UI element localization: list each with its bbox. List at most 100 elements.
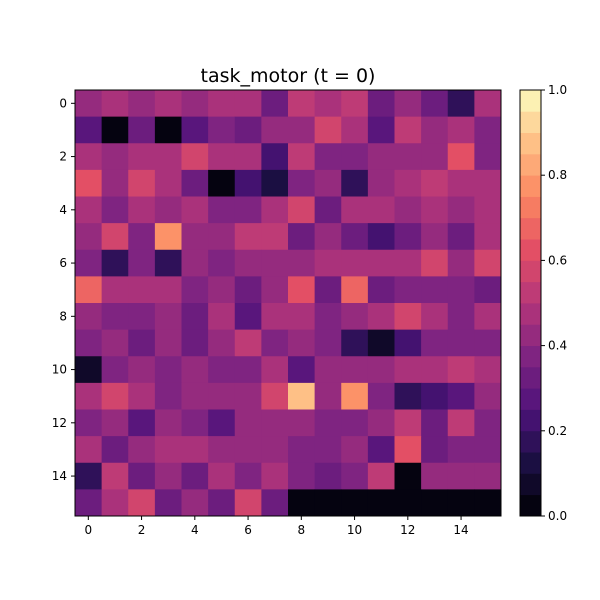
heatmap-cell — [474, 303, 502, 331]
heatmap-cell — [181, 143, 209, 171]
colorbar-level — [520, 303, 541, 325]
heatmap-cell — [75, 436, 103, 464]
y-tick-label: 0 — [59, 96, 67, 110]
heatmap-cell — [208, 249, 236, 277]
heatmap-cell — [421, 276, 449, 304]
heatmap-cell — [128, 382, 156, 410]
y-tick-label: 2 — [59, 150, 67, 164]
heatmap-cell — [394, 276, 422, 304]
heatmap-cell — [367, 223, 395, 251]
heatmap-cell — [154, 90, 182, 118]
heatmap-cell — [288, 303, 316, 331]
heatmap-cell — [234, 196, 262, 224]
heatmap-cell — [367, 436, 395, 464]
heatmap-cell — [314, 143, 342, 171]
x-axis: 0 2 4 6 8 10 12 14 — [84, 516, 469, 537]
colorbar-level — [520, 281, 541, 304]
heatmap-cell — [367, 329, 395, 357]
heatmap-cell — [128, 169, 156, 197]
heatmap-cell — [288, 90, 316, 118]
heatmap-cell — [367, 249, 395, 277]
heatmap-cell — [474, 489, 502, 517]
heatmap-cell — [128, 116, 156, 144]
heatmap-cell — [75, 249, 103, 277]
heatmap-cell — [154, 462, 182, 490]
heatmap-cell — [394, 223, 422, 251]
heatmap-cell — [341, 462, 369, 490]
heatmap-cell — [75, 223, 103, 251]
colorbar-level — [520, 239, 541, 261]
heatmap-cell — [208, 196, 236, 224]
heatmap-cell — [288, 196, 316, 224]
heatmap-cell — [288, 436, 316, 464]
heatmap-cell — [341, 382, 369, 410]
heatmap-cell — [314, 436, 342, 464]
heatmap-cell — [314, 90, 342, 118]
heatmap-cell — [474, 356, 502, 384]
heatmap-cell — [208, 276, 236, 304]
heatmap-cell — [75, 169, 103, 197]
heatmap-cell — [181, 382, 209, 410]
heatmap-cell — [474, 196, 502, 224]
heatmap-cell — [474, 249, 502, 277]
heatmap-cell — [128, 90, 156, 118]
heatmap-cell — [234, 436, 262, 464]
heatmap-cell — [367, 143, 395, 171]
y-tick-label: 4 — [59, 203, 67, 217]
heatmap-cell — [154, 489, 182, 517]
heatmap-cell — [447, 143, 475, 171]
y-tick-label: 8 — [59, 309, 67, 323]
heatmap-cell — [101, 462, 129, 490]
heatmap-cell — [75, 462, 103, 490]
heatmap-cell — [474, 169, 502, 197]
heatmap-cell — [154, 196, 182, 224]
heatmap-cell — [341, 276, 369, 304]
x-tick-label: 8 — [297, 523, 305, 537]
heatmap-cell — [261, 143, 289, 171]
heatmap-cell — [314, 382, 342, 410]
heatmap-cell — [367, 303, 395, 331]
colorbar-level — [520, 452, 541, 474]
heatmap-cell — [394, 356, 422, 384]
heatmap-cell — [154, 276, 182, 304]
heatmap-cell — [154, 223, 182, 251]
heatmap-cell — [367, 462, 395, 490]
heatmap-cell — [261, 116, 289, 144]
heatmap-cell — [208, 90, 236, 118]
heatmap-cell — [154, 436, 182, 464]
heatmap-cell — [474, 409, 502, 437]
heatmap-cell — [234, 462, 262, 490]
heatmap-cell — [341, 409, 369, 437]
heatmap-cell — [128, 196, 156, 224]
heatmap-cell — [421, 436, 449, 464]
heatmap-cell — [288, 382, 316, 410]
heatmap-cell — [367, 489, 395, 517]
heatmap-cell — [261, 169, 289, 197]
heatmap-cell — [394, 90, 422, 118]
heatmap-cell — [234, 116, 262, 144]
heatmap-cell — [367, 356, 395, 384]
colorbar-tick-label: 1.0 — [548, 83, 567, 97]
heatmap-cell — [288, 489, 316, 517]
heatmap-cell — [394, 382, 422, 410]
heatmap-cell — [314, 169, 342, 197]
colorbar-level — [520, 217, 541, 240]
heatmap-cell — [261, 329, 289, 357]
colorbar-tick-label: 0.2 — [548, 424, 567, 438]
heatmap-grid — [75, 90, 502, 517]
heatmap-cell — [288, 462, 316, 490]
heatmap-cell — [181, 116, 209, 144]
heatmap-cell — [128, 489, 156, 517]
heatmap-cell — [421, 382, 449, 410]
heatmap-cell — [341, 356, 369, 384]
heatmap-cell — [474, 90, 502, 118]
heatmap-cell — [341, 143, 369, 171]
heatmap-cell — [208, 356, 236, 384]
x-tick-label: 4 — [191, 523, 199, 537]
heatmap-cell — [181, 90, 209, 118]
heatmap-cell — [208, 462, 236, 490]
heatmap-cell — [154, 143, 182, 171]
colorbar-tick-label: 0.4 — [548, 339, 567, 353]
heatmap-cell — [341, 196, 369, 224]
heatmap-cell — [75, 276, 103, 304]
